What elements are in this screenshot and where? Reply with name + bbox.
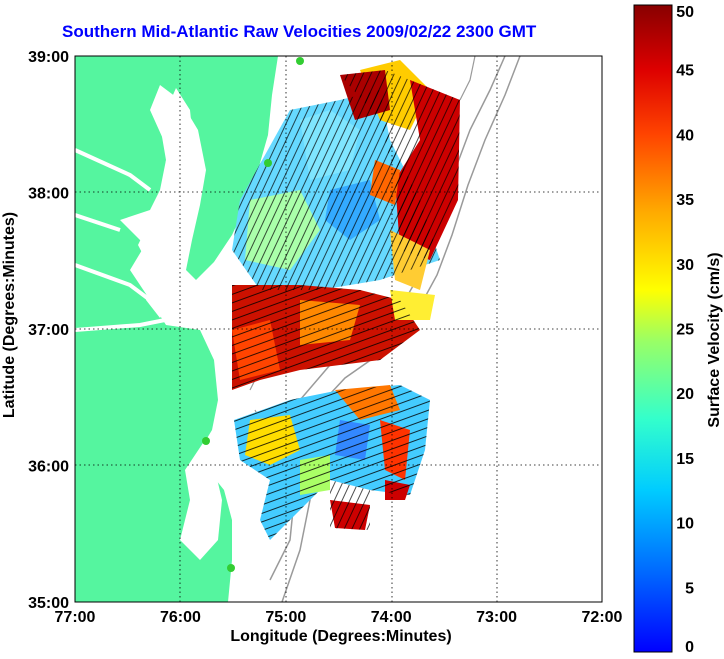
colorbar-tick-label: 30 [676, 257, 694, 274]
plot-frame [74, 55, 603, 603]
map-title: Southern Mid-Atlantic Raw Velocities 200… [62, 22, 537, 41]
river [75, 148, 166, 332]
colorbar-tick-label: 45 [676, 63, 694, 80]
x-tick-label: 75:00 [265, 609, 306, 626]
colorbar-tick-label: 5 [685, 580, 694, 597]
x-axis-label: Longitude (Degrees:Minutes) [230, 628, 451, 645]
station-marker [264, 159, 272, 167]
land-mass [75, 56, 278, 602]
colorbar-tick-label: 10 [676, 516, 694, 533]
colorbar-tick-label: 20 [676, 386, 694, 403]
sound [180, 440, 222, 560]
station-marker [296, 57, 304, 65]
station-marker [202, 437, 210, 445]
colorbar [633, 4, 673, 653]
chesapeake-bay [138, 88, 194, 318]
x-tick-label: 73:00 [476, 609, 517, 626]
colorbar-tick-label: 25 [676, 322, 694, 339]
y-axis-ticks: 39:00 38:00 37:00 36:00 35:00 [28, 49, 69, 612]
y-axis-label: Latitude (Degrees:Minutes) [1, 212, 18, 418]
y-tick-label: 37:00 [28, 322, 69, 339]
x-tick-label: 72:00 [582, 609, 623, 626]
colorbar-label: Surface Velocity (cm/s) [706, 252, 723, 427]
colorbar-tick-label: 0 [685, 639, 694, 656]
x-tick-label: 74:00 [371, 609, 412, 626]
x-tick-label: 77:00 [55, 609, 96, 626]
grid [75, 56, 602, 602]
y-tick-label: 35:00 [28, 595, 69, 612]
y-tick-label: 36:00 [28, 459, 69, 476]
x-tick-label: 76:00 [160, 609, 201, 626]
colorbar-tick-label: 35 [676, 192, 694, 209]
station-marker [227, 564, 235, 572]
y-tick-label: 39:00 [28, 49, 69, 66]
colorbar-tick-label: 50 [676, 4, 694, 21]
y-tick-label: 38:00 [28, 186, 69, 203]
colorbar-tick-label: 40 [676, 127, 694, 144]
x-axis-ticks: 77:00 76:00 75:00 74:00 73:00 72:00 [55, 609, 623, 626]
colorbar-tick-label: 15 [676, 451, 694, 468]
